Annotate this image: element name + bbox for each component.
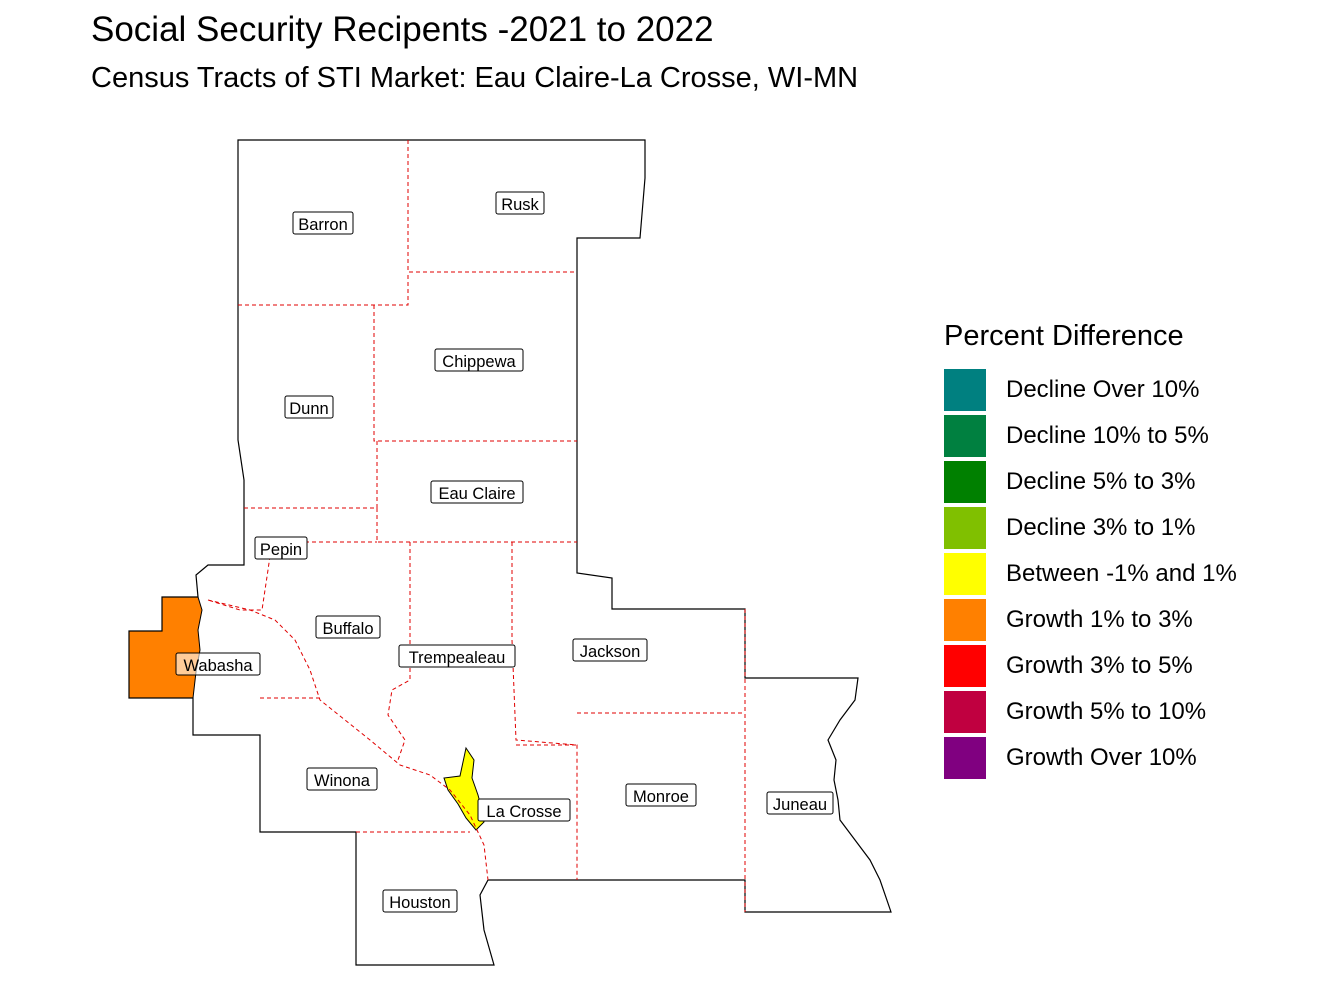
svg-text:Pepin: Pepin bbox=[260, 541, 302, 559]
legend-items: Decline Over 10% Decline 10% to 5% Decline… bbox=[944, 367, 1237, 781]
county-label-buffalo: Buffalo bbox=[315, 615, 381, 639]
tract-la-crosse-stable[interactable] bbox=[443, 746, 485, 831]
legend-item: Growth Over 10% bbox=[944, 735, 1237, 781]
legend-item: Decline Over 10% bbox=[944, 367, 1237, 413]
legend-label: Between -1% and 1% bbox=[1006, 560, 1237, 587]
tract-wabasha-growth[interactable] bbox=[128, 596, 203, 699]
legend-item: Growth 1% to 3% bbox=[944, 597, 1237, 643]
svg-text:Monroe: Monroe bbox=[633, 788, 689, 806]
legend-label: Decline 10% to 5% bbox=[1006, 422, 1209, 449]
legend-swatch bbox=[944, 369, 986, 411]
market-boundary bbox=[128, 139, 892, 966]
legend-label: Growth 5% to 10% bbox=[1006, 698, 1207, 725]
legend-label: Decline 5% to 3% bbox=[1006, 468, 1196, 495]
legend-label: Decline Over 10% bbox=[1006, 376, 1200, 403]
county-label-rusk: Rusk bbox=[495, 191, 545, 215]
county-label-wabasha: Wabasha bbox=[175, 652, 261, 676]
legend-swatch bbox=[944, 645, 986, 687]
svg-text:Buffalo: Buffalo bbox=[322, 620, 373, 638]
county-label-la-crosse: La Crosse bbox=[477, 798, 571, 822]
county-label-monroe: Monroe bbox=[625, 783, 697, 807]
county-label-houston: Houston bbox=[382, 889, 458, 913]
county-labels: Barron Rusk Chippewa Dunn Eau Claire Pep… bbox=[175, 191, 834, 913]
county-label-winona: Winona bbox=[306, 767, 378, 791]
svg-text:Eau Claire: Eau Claire bbox=[438, 485, 515, 503]
legend-swatch bbox=[944, 415, 986, 457]
svg-text:Barron: Barron bbox=[298, 216, 348, 234]
county-label-trempealeau: Trempealeau bbox=[398, 644, 516, 668]
map-title: Social Security Recipents -2021 to 2022 bbox=[91, 10, 714, 49]
legend-swatch bbox=[944, 737, 986, 779]
county-label-dunn: Dunn bbox=[284, 395, 334, 419]
county-label-barron: Barron bbox=[292, 211, 354, 235]
legend-swatch bbox=[944, 507, 986, 549]
svg-text:Rusk: Rusk bbox=[501, 196, 539, 214]
legend: Percent Difference Decline Over 10% Decli… bbox=[944, 320, 1237, 781]
legend-title: Percent Difference bbox=[944, 320, 1184, 352]
legend-item: Decline 10% to 5% bbox=[944, 413, 1237, 459]
legend-swatch bbox=[944, 691, 986, 733]
svg-text:Juneau: Juneau bbox=[773, 796, 827, 814]
map-subtitle: Census Tracts of STI Market: Eau Claire-… bbox=[91, 62, 859, 94]
svg-text:La Crosse: La Crosse bbox=[486, 803, 561, 821]
legend-label: Growth 3% to 5% bbox=[1006, 652, 1193, 679]
county-borders bbox=[207, 140, 746, 912]
legend-item: Decline 3% to 1% bbox=[944, 505, 1237, 551]
legend-swatch bbox=[944, 553, 986, 595]
legend-item: Between -1% and 1% bbox=[944, 551, 1237, 597]
legend-swatch bbox=[944, 461, 986, 503]
legend-swatch bbox=[944, 599, 986, 641]
legend-label: Growth 1% to 3% bbox=[1006, 606, 1193, 633]
county-label-eau-claire: Eau Claire bbox=[430, 480, 524, 504]
legend-label: Decline 3% to 1% bbox=[1006, 514, 1196, 541]
svg-text:Winona: Winona bbox=[314, 772, 371, 790]
svg-text:Trempealeau: Trempealeau bbox=[409, 649, 506, 667]
legend-label: Growth Over 10% bbox=[1006, 744, 1197, 771]
legend-item: Growth 3% to 5% bbox=[944, 643, 1237, 689]
county-label-chippewa: Chippewa bbox=[434, 348, 524, 372]
svg-text:Jackson: Jackson bbox=[580, 643, 641, 661]
county-label-pepin: Pepin bbox=[254, 536, 308, 560]
svg-text:Dunn: Dunn bbox=[289, 400, 328, 418]
legend-item: Decline 5% to 3% bbox=[944, 459, 1237, 505]
county-label-juneau: Juneau bbox=[766, 791, 834, 815]
svg-text:Chippewa: Chippewa bbox=[442, 353, 516, 371]
county-label-jackson: Jackson bbox=[572, 638, 648, 662]
legend-item: Growth 5% to 10% bbox=[944, 689, 1237, 735]
svg-text:Wabasha: Wabasha bbox=[183, 657, 253, 675]
svg-text:Houston: Houston bbox=[389, 894, 450, 912]
